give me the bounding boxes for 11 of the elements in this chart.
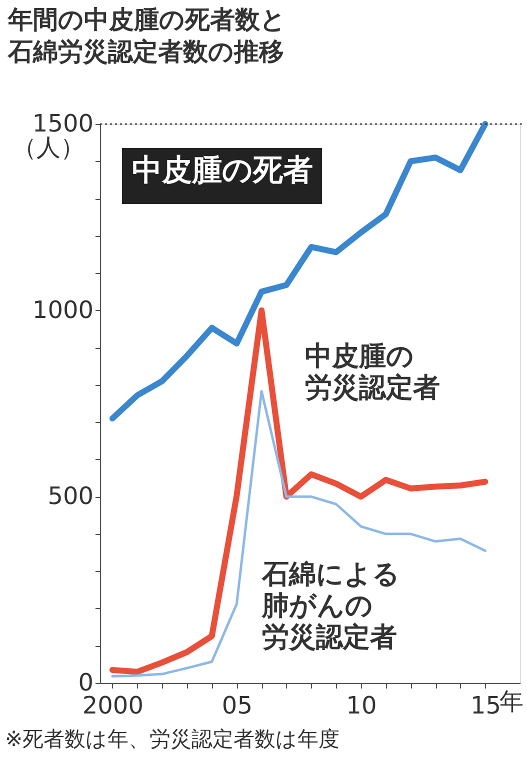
series-label: 中皮腫の死者 xyxy=(132,153,313,188)
x-tick-label: 10 xyxy=(346,692,377,720)
series-label: 石綿による肺がんの労災認定者 xyxy=(261,559,400,654)
x-tick-label: 15 xyxy=(470,692,501,720)
text: ※死者数は年、労災認定者数は年度 xyxy=(5,727,340,751)
y-tick-label: 500 xyxy=(48,482,94,510)
x-axis-title: 年 xyxy=(500,688,524,716)
series-label: 中皮腫の労災認定者 xyxy=(305,341,440,404)
x-tick-label: 05 xyxy=(222,692,252,720)
chart-title: 年間の中皮腫の死者数と石綿労災認定者数の推移 xyxy=(7,5,286,66)
y-tick-label: 1000 xyxy=(32,296,94,324)
